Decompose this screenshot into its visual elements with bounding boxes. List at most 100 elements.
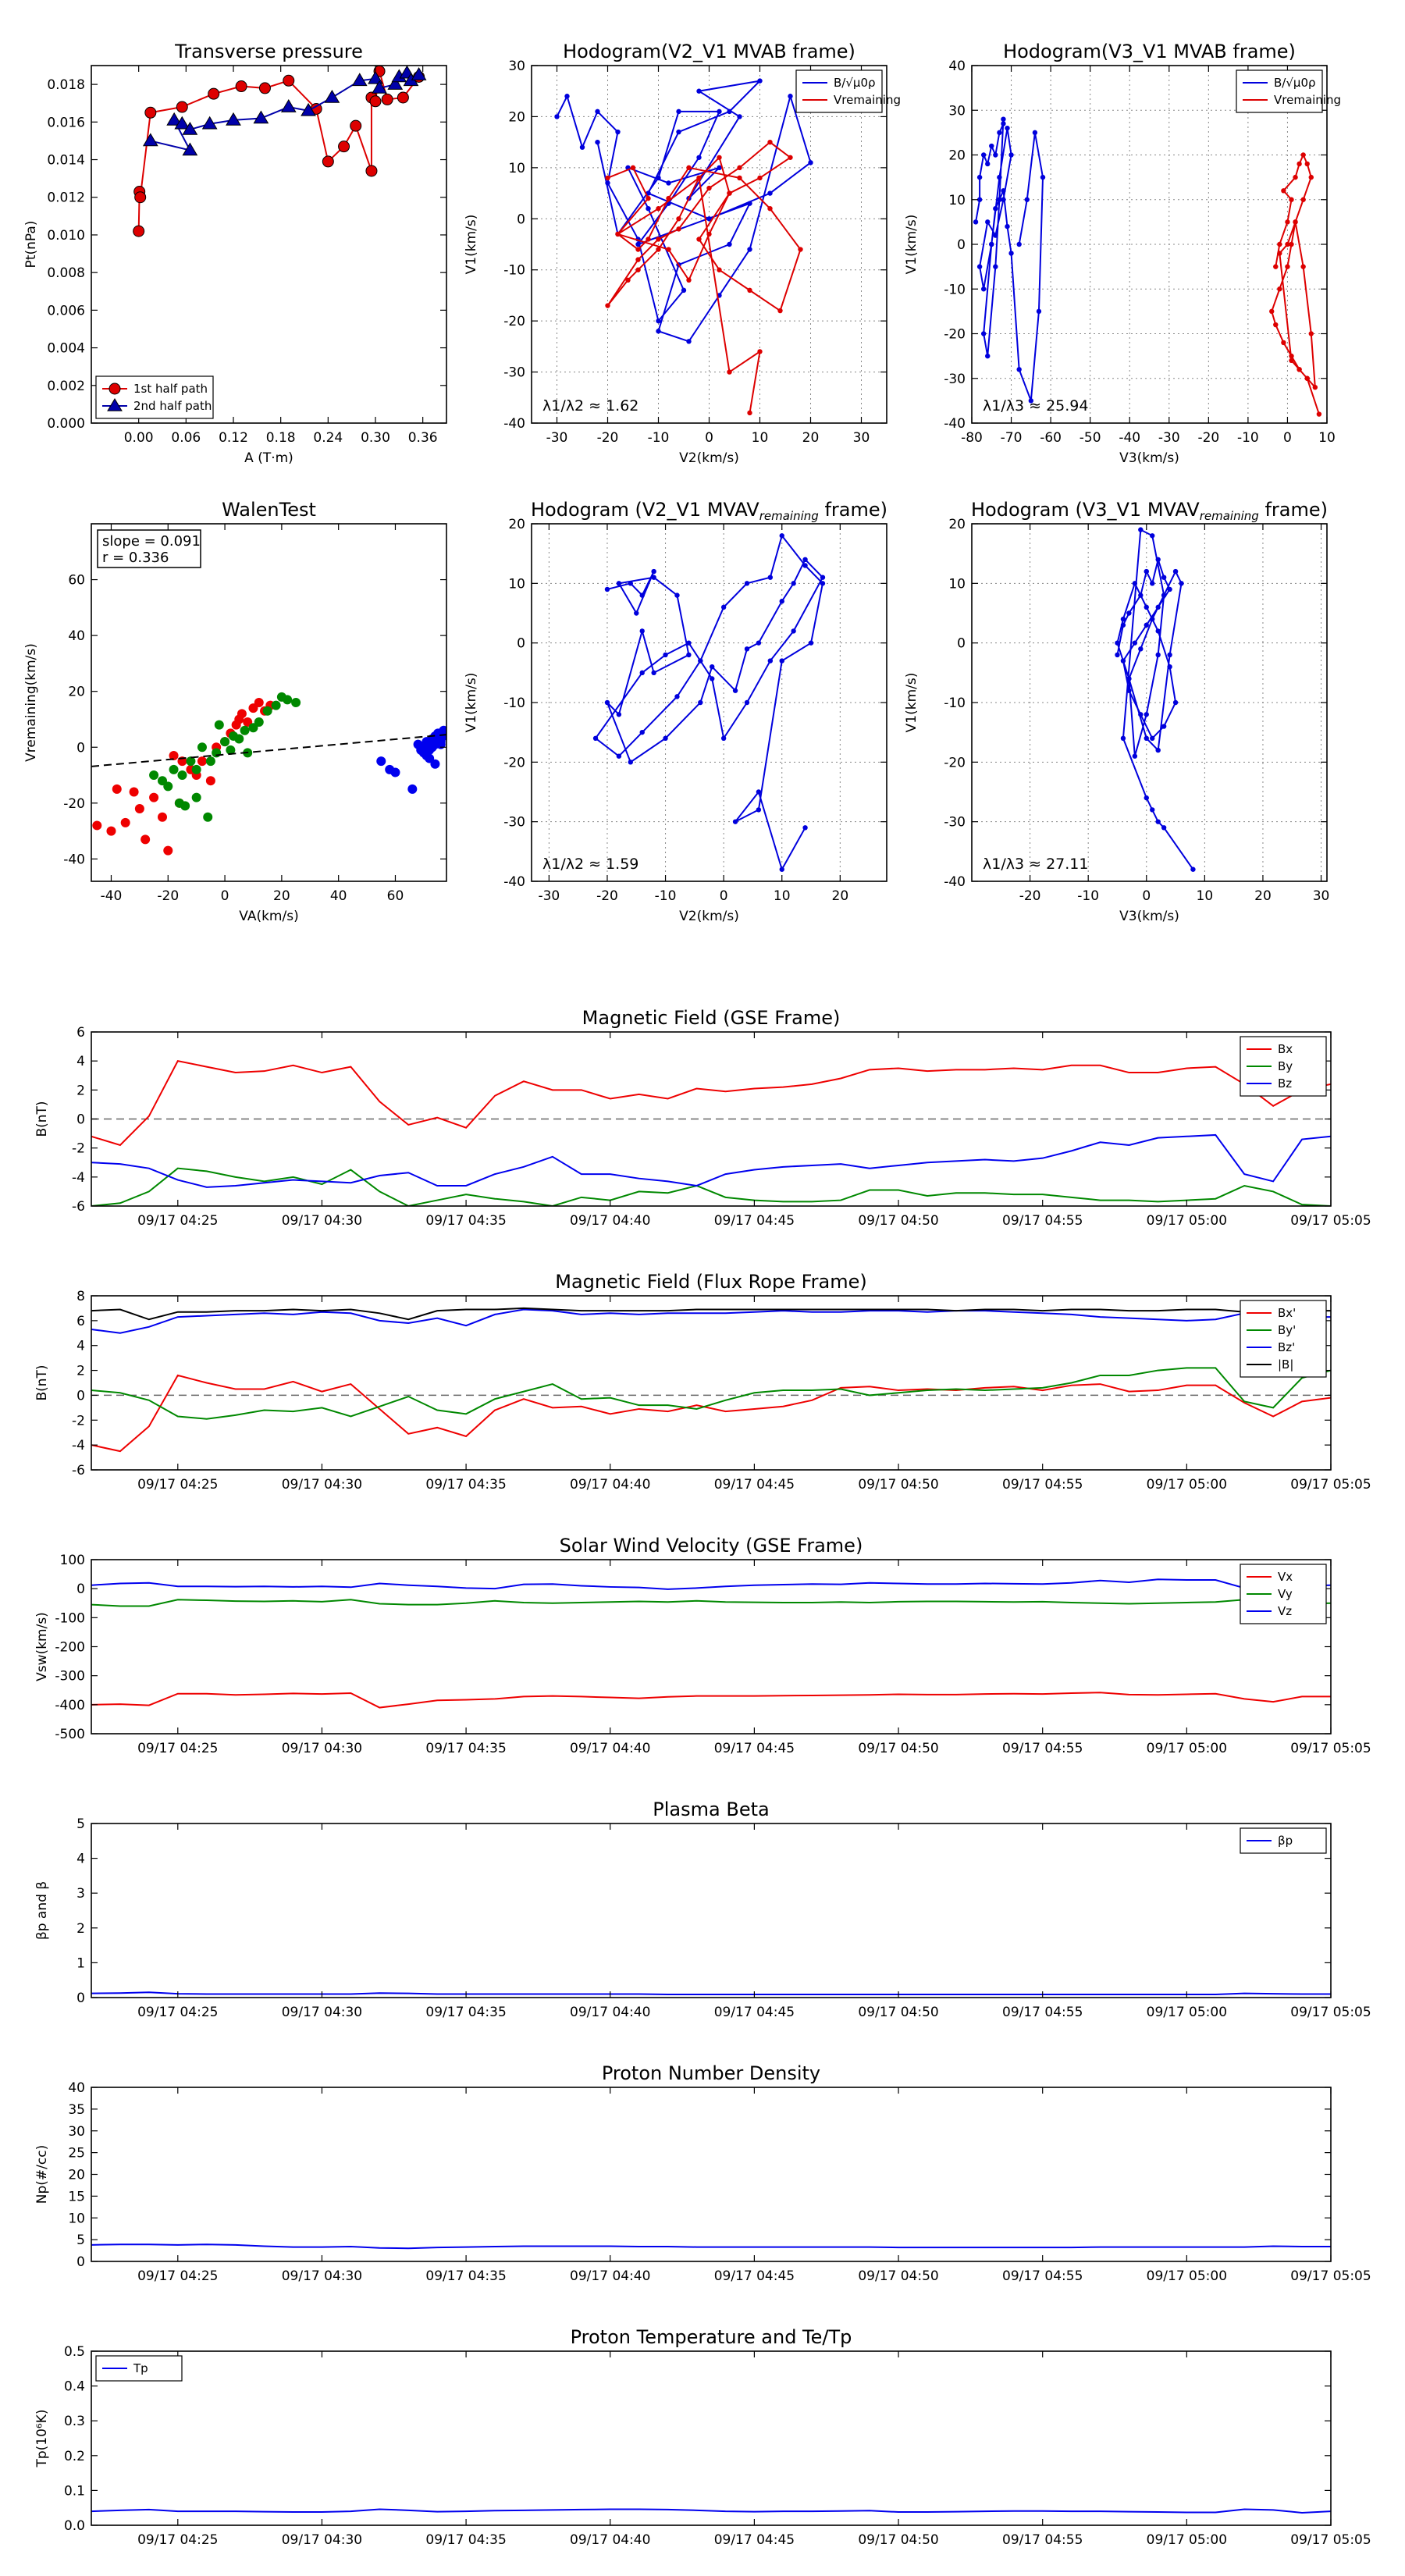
data-point [757,349,763,354]
data-point [1144,735,1149,741]
data-point [663,735,668,741]
data-point [1293,219,1298,225]
x-tick-label: 09/17 04:45 [714,1213,795,1229]
series-line [91,1307,1331,1321]
series-1st-half-path [133,66,425,237]
y-tick-label: -500 [55,1727,85,1742]
x-tick-label: 09/17 04:30 [282,1741,362,1756]
data-point [727,190,732,196]
data-point [615,129,621,135]
chart-transverse_pressure: 0.000 0.002 0.004 0.006 0.008 0.010 0.012 0.014… [23,41,447,466]
data-point [1155,557,1161,562]
x-tick-label: 09/17 05:05 [1290,1741,1371,1756]
series-line [91,1578,1331,1590]
y-tick-label: 0 [76,1991,85,2006]
data-point [732,688,738,693]
data-point [191,764,201,774]
data-point [180,801,190,811]
x-tick-label: 10 [774,888,791,904]
data-point [1028,398,1034,404]
y-tick-label: 6 [76,1025,85,1041]
x-axis-label: V2(km/s) [679,450,739,466]
y-tick-label: 10 [508,576,525,592]
data-point [1285,219,1290,225]
data-point [605,175,610,181]
legend-label: Bx' [1278,1306,1296,1320]
y-tick-label: 0 [76,2254,85,2270]
x-tick-label: 09/17 05:05 [1290,1477,1371,1493]
x-tick-label: 20 [273,888,290,904]
y-axis: -40 -30 -20 -10 0 10 20 [944,517,1327,890]
y-tick-label: 0.016 [47,115,85,130]
series--b- [91,1307,1331,1321]
y-tick-label: 40 [68,628,85,644]
legend-label: Bz [1278,1076,1292,1091]
data-point [604,699,610,706]
data-point [808,160,813,165]
data-point [1300,152,1306,158]
data-point [1304,375,1310,381]
legend-label: Vremaining [1274,93,1341,107]
y-tick-label: 0.1 [64,2483,85,2499]
data-point [635,247,641,252]
data-point [174,116,190,130]
data-point [253,110,269,124]
data-point [747,410,752,416]
data-point [1161,724,1167,729]
data-point [1281,340,1286,346]
data-point [976,174,983,180]
data-point [696,175,702,181]
data-point [595,139,600,145]
x-tick-label: 09/17 04:25 [137,1477,218,1493]
y-tick-label: 15 [68,2189,85,2204]
x-axis: 09/17 04:25 09/17 04:30 09/17 04:35 09/17 0… [137,1823,1371,2020]
data-point [1273,264,1279,269]
x-tick-label: 09/17 04:25 [137,1741,218,1756]
data-point [283,695,293,705]
data-point [628,581,634,586]
chart-title: Proton Temperature and Te/Tp [571,2326,852,2348]
data-point [158,812,167,822]
x-tick-label: 09/17 05:05 [1290,2532,1371,2548]
y-tick-label: -4 [72,1170,85,1186]
data-point [564,94,570,99]
data-point [350,119,362,132]
data-point [1115,640,1120,646]
x-axis: 09/17 04:25 09/17 04:30 09/17 04:35 09/17 0… [137,2351,1371,2548]
y-tick-label: 25 [68,2146,85,2161]
data-point [324,89,340,103]
ratio-annotation: λ1/λ2 ≈ 1.59 [542,856,638,873]
legend-label: βp [1278,1834,1293,1848]
x-tick-label: 09/17 04:50 [858,2268,938,2284]
x-axis: -80 -70 -60 -50 -40 -30 -20 -10 0 10 [961,66,1336,446]
data-point [732,819,738,824]
y-tick-label: 5 [76,2233,85,2248]
data-point [1132,640,1138,646]
data-point [656,175,661,181]
data-point [656,247,661,252]
data-point [237,709,247,719]
y-axis: -6 -4 -2 0 2 4 6 [72,1025,1331,1215]
data-point [430,759,440,769]
data-point [791,581,796,586]
data-point [1161,825,1167,831]
y-tick-label: 0.010 [47,228,85,244]
data-point [686,640,692,646]
data-point [592,735,599,741]
data-point [1293,174,1298,180]
chart-title: WalenTest [222,499,316,521]
data-point [254,717,264,728]
series-vz [91,1578,1331,1590]
data-point [1285,241,1290,247]
chart-title: Solar Wind Velocity (GSE Frame) [560,1535,863,1557]
legend-label: Tp [133,2361,148,2375]
y-tick-label: -40 [503,874,525,890]
data-point [1144,712,1149,717]
y-axis-label: Vsw(km/s) [34,1612,50,1681]
data-point [1016,241,1022,247]
data-point [686,165,692,171]
x-tick-label: -60 [1040,430,1062,446]
x-tick-label: 09/17 04:45 [714,2005,795,2020]
y-tick-label: -6 [72,1463,85,1478]
data-point [976,197,983,202]
